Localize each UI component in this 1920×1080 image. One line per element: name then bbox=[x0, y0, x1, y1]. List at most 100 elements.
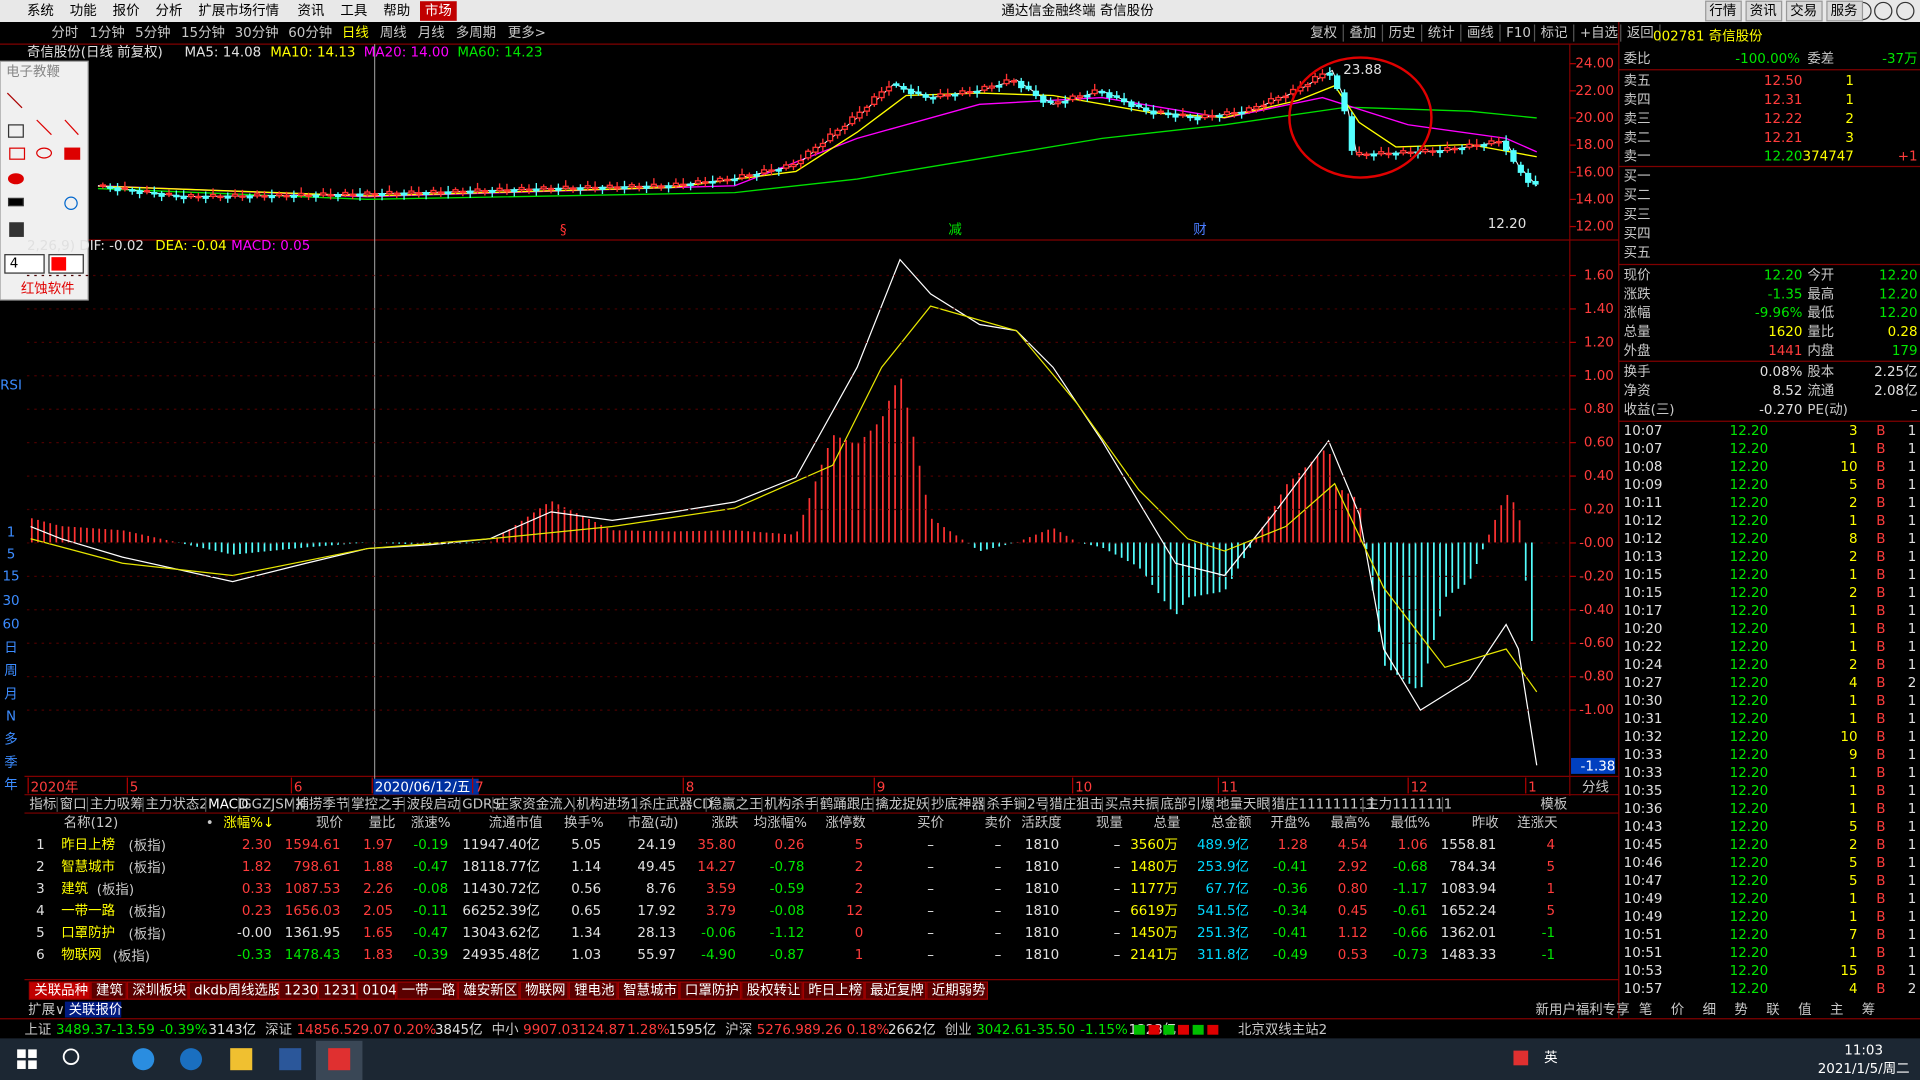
chart-tool[interactable]: 叠加 bbox=[1349, 25, 1376, 41]
chart-tool[interactable]: 复权 bbox=[1310, 24, 1337, 41]
indicator-tab[interactable]: 主力状态2 bbox=[145, 796, 207, 812]
menu-item[interactable]: 工具 bbox=[340, 4, 367, 19]
sidebar-item[interactable]: 60 bbox=[2, 617, 19, 632]
table-header[interactable]: 总金额 bbox=[1211, 815, 1252, 831]
top-button[interactable]: 服务 bbox=[1831, 3, 1858, 19]
table-header[interactable]: 量比 bbox=[369, 815, 396, 831]
maximize[interactable] bbox=[1874, 1, 1893, 21]
table-header[interactable]: 买价 bbox=[917, 815, 944, 831]
bottom-tab[interactable]: 深圳板块 bbox=[132, 983, 186, 999]
indicator-tab[interactable]: 机构杀手 bbox=[764, 796, 818, 812]
table-header[interactable]: 现量 bbox=[1096, 815, 1123, 831]
indicator-tab[interactable]: 指标 bbox=[29, 796, 56, 812]
ie-icon[interactable] bbox=[132, 1048, 155, 1071]
ime-label[interactable]: 英 bbox=[1544, 1049, 1558, 1066]
sidebar-item[interactable]: 15 bbox=[2, 570, 19, 585]
width-select[interactable] bbox=[4, 254, 45, 274]
period-tab[interactable]: 日线 bbox=[342, 25, 369, 41]
bottom-tab[interactable]: 股权转让 bbox=[747, 982, 801, 999]
period-tab[interactable]: 更多> bbox=[508, 24, 546, 41]
palette-icons[interactable] bbox=[4, 92, 84, 274]
indicator-tab[interactable]: 猎庄111111111 bbox=[1272, 795, 1376, 812]
taskbar-icons[interactable] bbox=[17, 1040, 1529, 1080]
row-name[interactable]: 建筑 bbox=[61, 881, 88, 897]
menu-item[interactable]: 分析 bbox=[156, 3, 183, 19]
related-tab[interactable]: 关联报价 bbox=[69, 1002, 123, 1018]
menu-item[interactable]: 报价 bbox=[113, 3, 140, 19]
table-header[interactable]: 活跃度 bbox=[1021, 815, 1061, 831]
app-icon[interactable] bbox=[230, 1048, 253, 1071]
row-name[interactable]: 智慧城市 bbox=[61, 858, 115, 875]
indicator-tab[interactable]: GGZJSMX bbox=[241, 797, 304, 812]
indicator-tab[interactable]: 稳赢之王 bbox=[709, 795, 763, 812]
bottom-tab[interactable]: 0104 bbox=[362, 984, 396, 999]
row-name[interactable]: 一带一路 bbox=[61, 903, 115, 919]
table-header[interactable]: 市盈(动) bbox=[628, 814, 679, 831]
sidebar-item[interactable]: N bbox=[6, 709, 16, 724]
tool-icon[interactable] bbox=[64, 119, 79, 136]
table-header[interactable]: 开盘% bbox=[1271, 814, 1311, 831]
bottom-tab[interactable]: 近期弱势 bbox=[932, 983, 986, 999]
ime-icon[interactable] bbox=[1513, 1050, 1529, 1066]
indicator-tab[interactable]: 抄底神器 bbox=[931, 796, 985, 812]
close[interactable] bbox=[1896, 1, 1915, 21]
bottom-tab[interactable]: 1230 bbox=[284, 984, 318, 999]
period-tab[interactable]: 30分钟 bbox=[235, 24, 279, 41]
bottom-tab[interactable]: 昨日上榜 bbox=[808, 982, 862, 999]
period-tab[interactable]: 15分钟 bbox=[181, 24, 225, 41]
menu-item[interactable]: 扩展市场行情 bbox=[198, 2, 279, 19]
chart-tool[interactable]: +自选 bbox=[1580, 25, 1618, 41]
indicator-tab[interactable]: 猎庄狙击 bbox=[1049, 795, 1103, 812]
table-header[interactable]: 涨停数 bbox=[825, 814, 866, 831]
bottom-tab[interactable]: 1231 bbox=[323, 984, 357, 999]
sidebar-item[interactable]: 30 bbox=[2, 594, 19, 609]
panel-tab[interactable]: 值 bbox=[1798, 1002, 1811, 1018]
bottom-tab[interactable]: dkdb周线选股 bbox=[194, 983, 281, 999]
table-header[interactable]: 涨跌 bbox=[711, 815, 738, 831]
indicator-tab[interactable]: 杀庄武器CD bbox=[639, 795, 713, 812]
bottom-tab[interactable]: 口罩防护 bbox=[685, 983, 739, 999]
panel-tab[interactable]: 筹 bbox=[1862, 1001, 1875, 1018]
indicator-tab[interactable]: 窗口 bbox=[60, 795, 87, 812]
top-button[interactable]: 资讯 bbox=[1750, 3, 1777, 19]
indicator-tab[interactable]: 主力吸筹 bbox=[90, 795, 144, 812]
panel-tab[interactable]: 新用户福利专享 bbox=[1536, 1001, 1630, 1018]
sidebar-item[interactable]: 年 bbox=[4, 777, 17, 793]
template-button[interactable]: 模板 bbox=[1540, 796, 1567, 812]
indicator-tab[interactable]: GDRS bbox=[462, 797, 501, 812]
tool-icon[interactable] bbox=[36, 119, 52, 136]
sidebar-item[interactable]: RSI bbox=[0, 379, 22, 394]
period-tab[interactable]: 月线 bbox=[418, 25, 445, 41]
bottom-tab[interactable]: 锂电池 bbox=[574, 983, 614, 999]
indicator-tab[interactable]: 鹤踊跟庄 bbox=[820, 795, 874, 812]
table-header[interactable]: 总量 bbox=[1154, 815, 1181, 831]
tool-icon[interactable] bbox=[7, 197, 24, 207]
table-header[interactable]: 涨速% bbox=[411, 815, 451, 831]
table-header[interactable]: 最高% bbox=[1331, 814, 1371, 831]
sidebar-item[interactable]: 日 bbox=[4, 641, 17, 656]
panel-tab[interactable]: 笔 bbox=[1639, 1002, 1652, 1018]
panel-tab[interactable]: 主 bbox=[1830, 1002, 1843, 1018]
indicator-tab[interactable]: 擒龙捉妖 bbox=[875, 795, 929, 812]
indicator-tab[interactable]: 波段启动 bbox=[407, 796, 461, 812]
tool-icon[interactable] bbox=[6, 92, 23, 109]
table-header[interactable]: 涨幅%↓ bbox=[223, 815, 274, 831]
indicator-tab[interactable]: 庄家资金流入 bbox=[495, 795, 576, 812]
tool-icon[interactable] bbox=[36, 147, 53, 159]
app-icon[interactable] bbox=[279, 1048, 302, 1071]
indicator-tab[interactable]: 捕捞季节 bbox=[295, 796, 349, 812]
expand-tab[interactable]: 扩展∨ bbox=[28, 1002, 65, 1018]
indicator-tab[interactable]: 掌控之手 bbox=[351, 796, 405, 812]
indicator-tab[interactable]: 机构进场1 bbox=[576, 796, 638, 812]
chart-tool[interactable]: 统计 bbox=[1428, 25, 1455, 41]
row-name[interactable]: 物联网 bbox=[61, 947, 101, 963]
table-header[interactable]: 现价 bbox=[316, 816, 343, 831]
chart-tool[interactable]: 画线 bbox=[1467, 25, 1494, 41]
menu-item[interactable]: 资讯 bbox=[298, 3, 325, 19]
tool-icon[interactable] bbox=[64, 196, 78, 210]
menu-item[interactable]: 帮助 bbox=[383, 3, 410, 19]
table-header[interactable]: 昨收 bbox=[1472, 815, 1499, 831]
menu-item[interactable]: 功能 bbox=[70, 3, 97, 19]
panel-tab[interactable]: 细 bbox=[1703, 1002, 1716, 1018]
period-tab[interactable]: 60分钟 bbox=[288, 24, 332, 41]
